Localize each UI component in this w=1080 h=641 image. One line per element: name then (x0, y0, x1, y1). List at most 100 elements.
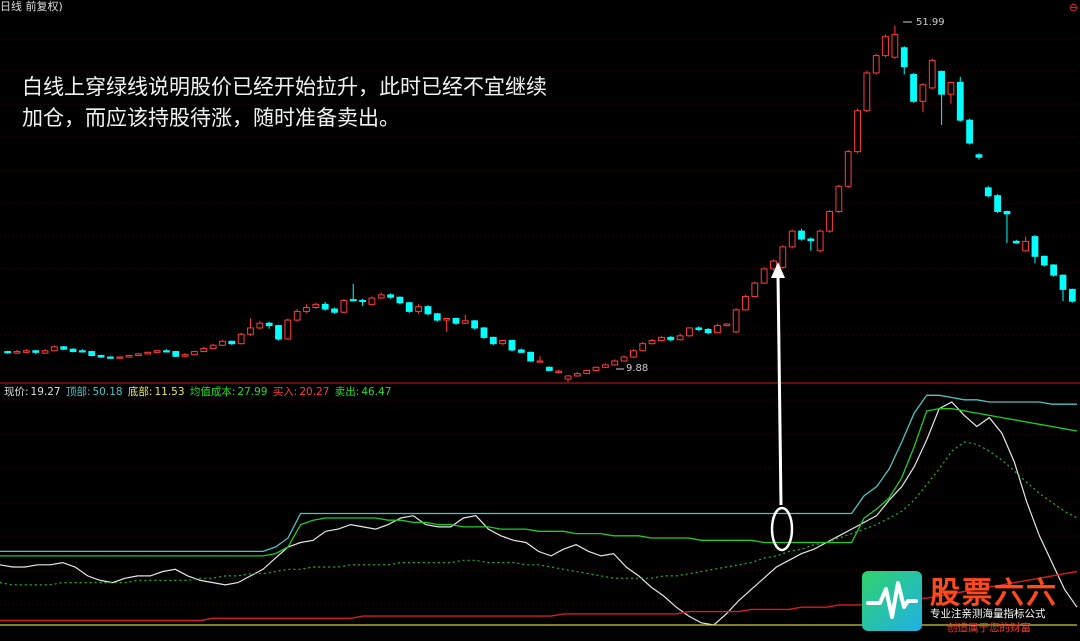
candle-body-down (97, 354, 105, 358)
legend-top-label: 顶部: (65, 386, 91, 398)
candle-body-up (303, 306, 310, 312)
candle-body-up (844, 151, 852, 187)
chart-title: 日线 前复权) (0, 0, 63, 13)
candle-body-up (788, 230, 796, 248)
price-gridlines (0, 37, 1080, 369)
candle-body-down (1050, 264, 1058, 276)
legend-avgcost-value: 27.99 (237, 386, 268, 398)
candle-body-up (415, 306, 422, 312)
high-marker-label: 51.99 (916, 17, 945, 28)
candle-body-up (648, 340, 656, 345)
candle-body-up (135, 353, 142, 356)
candle-body-up (611, 360, 619, 366)
candle-body-up (293, 310, 301, 321)
candle-body-down (545, 366, 553, 371)
candle-body-up (723, 323, 731, 327)
legend-avgcost-label: 均值成本: (189, 386, 236, 398)
candle-body-down (69, 348, 77, 353)
candle-body-up (256, 322, 264, 329)
candle-body-up (555, 370, 563, 373)
candle-body-up (200, 347, 208, 353)
candle-body-down (433, 313, 441, 321)
candle-body-down (88, 351, 96, 356)
candle-body-up (191, 351, 198, 356)
indicator-lines (0, 394, 1078, 626)
candle-body-up (592, 366, 600, 371)
candle-body-up (461, 320, 469, 324)
indicator-line-dotted (0, 441, 1078, 586)
candle-body-up (854, 110, 861, 153)
candle-body-up (573, 373, 581, 377)
candle-body-down (984, 187, 992, 197)
candle-body-up (928, 59, 936, 89)
candle-body-down (405, 302, 413, 312)
candle-body-up (13, 351, 21, 354)
candle-body-down (359, 299, 366, 303)
candle-body-down (60, 346, 68, 350)
window-menu-icon[interactable]: ⊖ (1068, 1, 1078, 14)
candle-body-down (78, 350, 86, 353)
candle-body-up (882, 36, 889, 57)
candle-body-down (452, 317, 460, 324)
candle-body-down (396, 296, 404, 304)
arrow-head (771, 262, 785, 278)
candle-body-down (163, 350, 170, 353)
candle-body-down (424, 306, 432, 315)
candle-body-down (107, 356, 114, 359)
crossover-circle (770, 506, 794, 552)
candlestick-series (4, 25, 1076, 383)
logo-slogan: 创造属于您的财富 (947, 622, 1031, 634)
candle-body-up (601, 364, 609, 368)
legend-sell-label: 卖出: (334, 386, 360, 398)
candle-body-down (1068, 288, 1076, 302)
indicator-gridlines (0, 399, 1080, 605)
candle-body-down (1059, 274, 1067, 290)
legend-price-value: 19.27 (30, 386, 61, 398)
legend-top-value: 50.18 (92, 386, 123, 398)
candle-body-up (499, 340, 507, 345)
candle-body-down (32, 350, 40, 353)
candle-body-up (676, 335, 684, 341)
candle-body-down (1003, 210, 1011, 215)
candle-body-up (891, 33, 899, 58)
candle-body-down (228, 340, 236, 345)
candle-body-down (994, 195, 1002, 212)
candle-body-down (1031, 236, 1039, 257)
candle-body-down (387, 294, 394, 298)
candle-body-down (275, 325, 282, 340)
candle-body-up (1022, 240, 1030, 252)
candle-body-down (975, 154, 983, 158)
candle-body-down (807, 238, 815, 242)
candle-body-up (340, 299, 348, 313)
arrow-annotation (770, 262, 794, 552)
candle-body-up (41, 350, 49, 354)
candle-body-up (219, 340, 226, 346)
candle-body-down (938, 70, 945, 95)
candle-body-down (517, 349, 525, 353)
candle-body-down (331, 308, 338, 313)
candle-body-up (760, 268, 768, 284)
candle-body-up (50, 346, 58, 352)
heartbeat-icon (862, 571, 922, 631)
candle-body-down (172, 351, 180, 357)
candle-body-down (527, 351, 535, 362)
candle-body-down (900, 47, 908, 68)
legend-price-label: 现价: (4, 386, 29, 398)
candle-body-up (826, 210, 833, 232)
indicator-line-green (0, 408, 1078, 557)
candle-body-down (910, 74, 917, 102)
candle-body-up (583, 369, 591, 375)
heartbeat-icon-glyph (866, 581, 918, 619)
candle-body-up (751, 282, 759, 297)
legend-buy-label: 买入: (272, 386, 298, 398)
candle-body-up (714, 325, 721, 334)
legend-bottom-label: 底部: (127, 386, 153, 398)
candle-body-up (770, 260, 777, 270)
candle-body-down (798, 230, 805, 240)
candle-body-up (284, 319, 292, 340)
indicator-line-white (0, 401, 1078, 626)
candle-body-down (508, 340, 516, 351)
candle-body-down (265, 322, 273, 327)
annotation-line-2: 加仓，而应该持股待涨，随时准备卖出。 (22, 106, 400, 130)
